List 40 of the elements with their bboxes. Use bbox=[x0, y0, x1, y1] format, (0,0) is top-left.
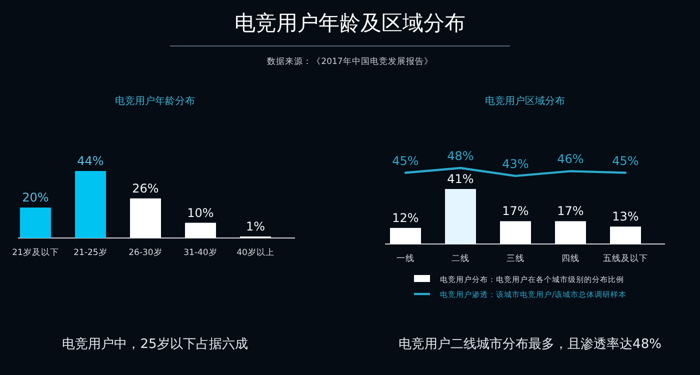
data-label: 26% bbox=[132, 181, 159, 196]
x-tick-label: 21岁及以下 bbox=[12, 247, 59, 258]
data-label: 45% bbox=[612, 154, 639, 168]
x-tick-label: 四线 bbox=[562, 253, 580, 264]
data-label: 17% bbox=[557, 204, 584, 218]
x-tick-label: 二线 bbox=[452, 253, 470, 264]
bar bbox=[390, 228, 421, 244]
bar bbox=[185, 222, 216, 238]
x-tick-label: 五线及以下 bbox=[603, 253, 648, 264]
bar bbox=[610, 226, 641, 244]
source-note: 数据来源：《2017年中国电竞发展报告》 bbox=[267, 56, 433, 67]
x-tick-label: 一线 bbox=[396, 253, 414, 264]
text: 电竞用户二线城市分布最多，且渗透率达48% bbox=[398, 336, 662, 352]
data-label: 41% bbox=[447, 172, 474, 186]
data-label: 48% bbox=[447, 149, 474, 163]
data-label: 45% bbox=[392, 154, 419, 168]
x-tick-label: 26-30岁 bbox=[128, 247, 162, 258]
text: 电竞用户年龄及区域分布 bbox=[234, 11, 466, 35]
data-label: 17% bbox=[502, 204, 529, 218]
bar bbox=[500, 221, 531, 244]
data-label: 12% bbox=[392, 210, 419, 225]
data-label: 46% bbox=[557, 152, 584, 166]
x-tick-label: 31-40岁 bbox=[184, 247, 218, 258]
data-label: 13% bbox=[612, 210, 639, 224]
data-label: 43% bbox=[502, 156, 529, 171]
bar bbox=[555, 221, 586, 244]
x-tick-label: 40岁以上 bbox=[236, 247, 274, 258]
x-tick-label: 三线 bbox=[506, 253, 524, 264]
bar bbox=[20, 208, 51, 238]
text: 电竞用户中，25岁以下占据六成 bbox=[62, 337, 248, 352]
data-label: 10% bbox=[187, 206, 214, 220]
chart-title: 电竞用户年龄分布 bbox=[115, 95, 195, 107]
data-label: 44% bbox=[77, 154, 104, 168]
chart-title: 电竞用户区域分布 bbox=[485, 95, 565, 107]
data-label: 20% bbox=[22, 190, 49, 205]
x-tick-label: 21-25岁 bbox=[74, 247, 108, 258]
bar bbox=[445, 189, 476, 244]
bar bbox=[130, 198, 161, 238]
bar bbox=[75, 171, 106, 238]
data-label: 1% bbox=[246, 219, 266, 234]
